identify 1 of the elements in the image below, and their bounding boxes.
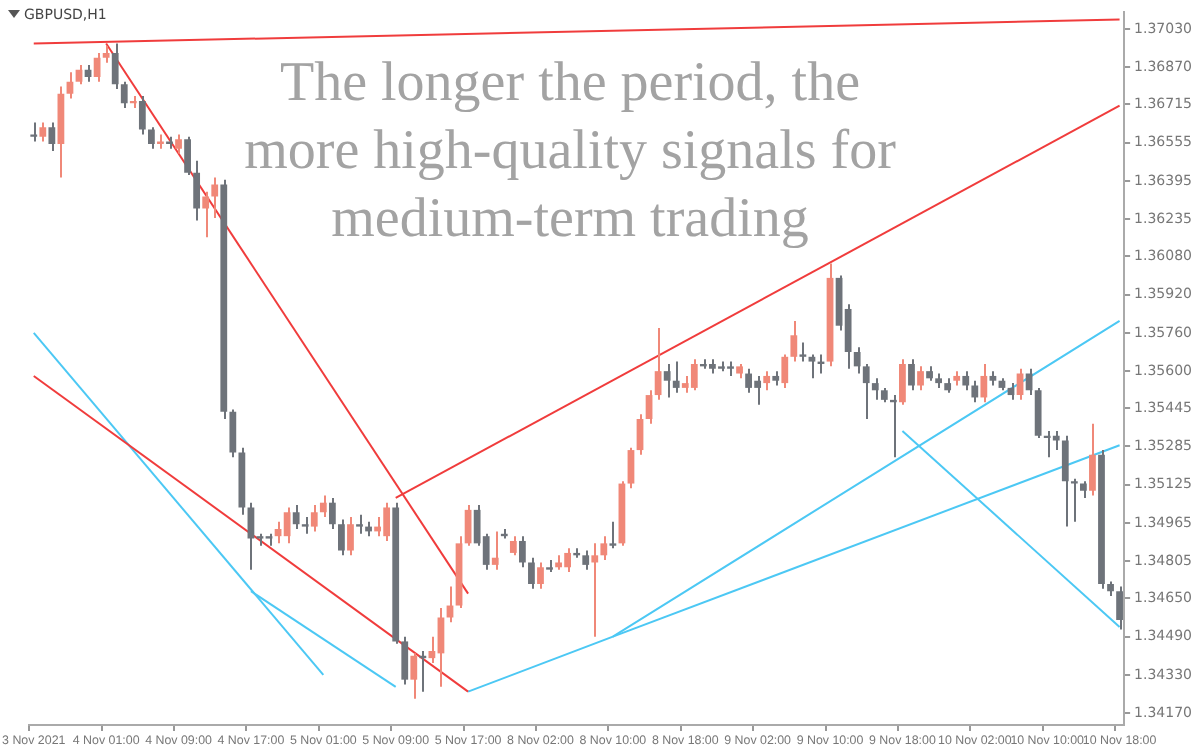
text: The longer the period, the more high-quality signals for medium-term trading	[244, 52, 898, 250]
